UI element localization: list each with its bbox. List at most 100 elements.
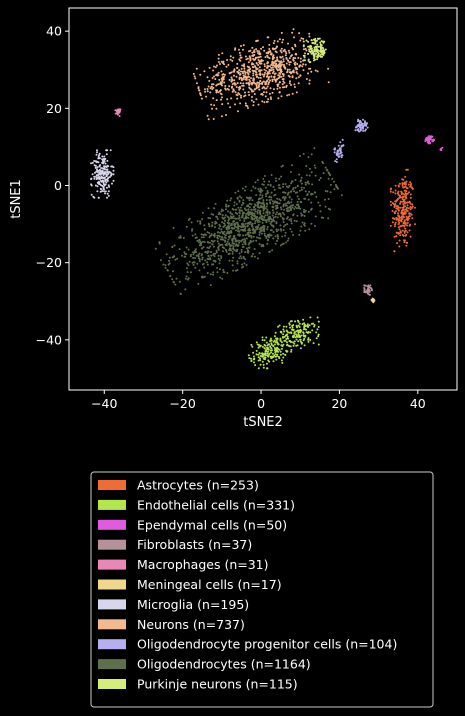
point <box>282 336 285 339</box>
point <box>206 257 209 260</box>
point <box>93 177 96 180</box>
point <box>198 269 201 272</box>
point <box>209 241 211 244</box>
point <box>235 250 238 253</box>
point <box>217 245 220 248</box>
point <box>282 58 285 61</box>
point <box>247 61 250 64</box>
point <box>290 182 293 185</box>
point <box>312 322 314 325</box>
point <box>291 206 294 209</box>
point <box>235 203 238 206</box>
point <box>340 154 343 157</box>
point <box>261 189 264 192</box>
point <box>331 177 334 180</box>
point <box>306 181 309 184</box>
point <box>409 196 412 199</box>
point <box>221 216 224 219</box>
point <box>281 235 284 238</box>
point <box>285 185 288 188</box>
point <box>242 224 245 227</box>
point <box>397 226 400 229</box>
point <box>224 219 226 222</box>
point <box>172 226 175 229</box>
point <box>247 354 250 357</box>
point <box>277 228 280 231</box>
point <box>106 149 109 152</box>
point <box>273 194 276 197</box>
point <box>239 54 242 57</box>
point <box>249 231 252 234</box>
point <box>264 214 267 217</box>
point <box>224 208 227 211</box>
point <box>276 235 279 238</box>
point <box>310 222 313 225</box>
point <box>204 251 207 254</box>
point <box>272 340 275 343</box>
point <box>238 214 241 217</box>
point <box>393 235 396 238</box>
point <box>244 222 247 225</box>
point <box>214 203 217 205</box>
point <box>95 174 98 177</box>
point <box>194 266 197 269</box>
point <box>339 141 342 144</box>
point <box>293 342 296 345</box>
point <box>393 205 396 208</box>
point <box>409 193 412 196</box>
point <box>248 202 251 205</box>
point <box>262 206 265 209</box>
point <box>288 71 291 74</box>
point <box>403 239 406 242</box>
point <box>244 102 247 105</box>
point <box>327 177 330 180</box>
point <box>270 198 273 201</box>
point <box>400 191 403 194</box>
point <box>252 229 255 232</box>
point <box>258 352 261 354</box>
point <box>359 123 362 126</box>
point <box>247 208 250 211</box>
point <box>286 193 289 196</box>
point <box>231 83 234 86</box>
point <box>295 330 298 333</box>
point <box>217 71 220 74</box>
point <box>257 343 260 346</box>
legend-label: Oligodendrocyte progenitor cells (n=104) <box>137 637 397 652</box>
point <box>310 171 313 174</box>
point <box>320 40 323 43</box>
point <box>308 190 311 193</box>
point <box>272 186 275 188</box>
point <box>242 234 244 237</box>
point <box>251 345 254 348</box>
point <box>327 81 330 84</box>
point <box>218 259 221 262</box>
point <box>308 67 310 70</box>
point <box>159 259 162 262</box>
point <box>198 89 201 92</box>
point <box>212 240 215 243</box>
point <box>225 114 227 116</box>
point <box>218 78 221 81</box>
point <box>281 164 284 167</box>
point <box>267 235 270 238</box>
point <box>252 77 255 80</box>
point <box>252 90 255 93</box>
point <box>214 78 217 80</box>
point <box>246 232 249 235</box>
point <box>185 225 188 228</box>
point <box>282 229 285 231</box>
point <box>292 328 295 331</box>
point <box>394 184 397 187</box>
point <box>235 229 237 232</box>
point <box>257 188 260 191</box>
point <box>93 175 96 178</box>
point <box>355 126 357 129</box>
point <box>276 83 279 86</box>
point <box>269 345 272 348</box>
point <box>197 253 200 256</box>
point <box>191 229 193 232</box>
point <box>404 175 407 178</box>
point <box>394 221 397 224</box>
point <box>362 127 365 130</box>
